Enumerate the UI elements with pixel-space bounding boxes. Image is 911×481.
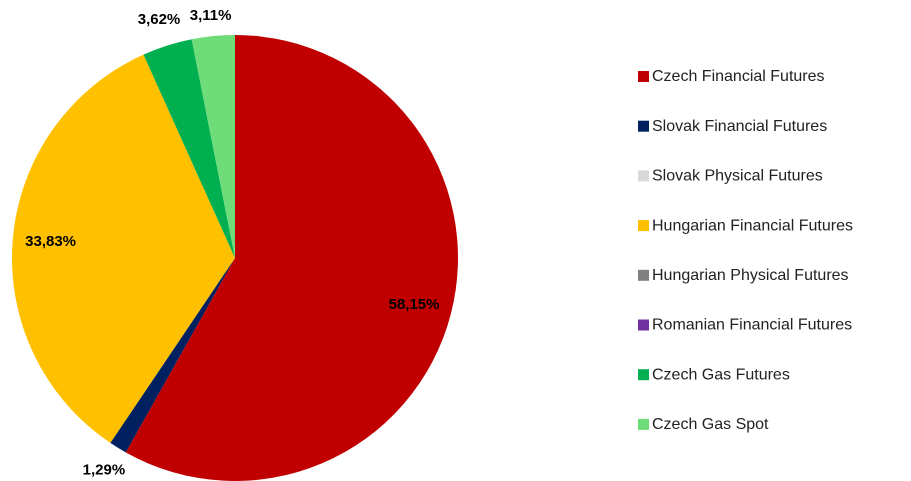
data-label: 1,29%	[83, 462, 126, 479]
legend-swatch	[638, 71, 649, 82]
pie-slice	[110, 258, 235, 443]
pie-slice	[110, 258, 235, 453]
pie-slice	[191, 35, 235, 258]
data-label: 3,11%	[190, 7, 232, 24]
pie-slice	[11, 54, 236, 443]
legend-label: Hungarian Financial Futures	[652, 217, 853, 234]
data-label: 58,15%	[389, 296, 440, 313]
legend-label: Czech Gas Futures	[652, 366, 790, 383]
legend-swatch	[638, 369, 649, 381]
legend-label: Czech Gas Spot	[652, 416, 769, 433]
legend-label: Slovak Physical Futures	[652, 168, 823, 185]
legend-swatch	[638, 120, 649, 132]
legend-label: Slovak Financial Futures	[652, 118, 827, 135]
legend-swatch	[638, 319, 649, 331]
data-label: 33,83%	[25, 233, 76, 250]
legend-swatch	[638, 220, 649, 232]
pie-slice	[125, 35, 458, 481]
pie-slice	[143, 39, 235, 259]
legend-label: Romanian Financial Futures	[652, 317, 852, 334]
legend-swatch	[638, 418, 649, 430]
legend-label: Czech Financial Futures	[652, 68, 825, 85]
legend-swatch	[638, 170, 649, 182]
legend-swatch	[638, 269, 649, 281]
legend-label: Hungarian Physical Futures	[652, 267, 849, 284]
data-label: 3,62%	[138, 11, 181, 28]
